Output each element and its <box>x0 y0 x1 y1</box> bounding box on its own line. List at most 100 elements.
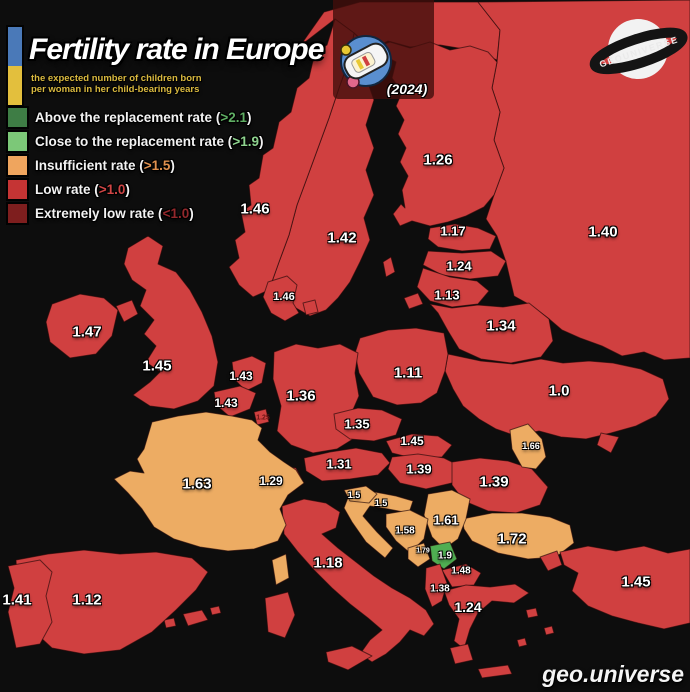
value-germany: 1.36 <box>286 387 316 405</box>
value-bosnia: 1.58 <box>395 525 415 537</box>
page-title: Fertility rate in Europe <box>29 33 324 66</box>
value-sweden: 1.42 <box>327 229 357 247</box>
value-italy: 1.18 <box>313 554 343 572</box>
island-ibiza <box>163 617 177 629</box>
value-czechia: 1.35 <box>344 416 370 432</box>
country-shape-lithuania <box>416 267 490 308</box>
country-shape-austria <box>303 447 391 482</box>
country-shape-greece <box>443 583 530 650</box>
pregnancy-test-icon <box>340 35 392 89</box>
value-france: 1.63 <box>182 475 212 493</box>
legend-item-low: Low rate (>1.0) <box>8 179 130 199</box>
value-hungary: 1.39 <box>406 461 432 477</box>
value-netherlands: 1.43 <box>229 369 253 383</box>
value-spain: 1.12 <box>72 591 102 609</box>
legend-item-above-replacement: Above the replacement rate (>2.1) <box>8 107 251 127</box>
value-kosovo: 1.9 <box>438 550 452 562</box>
legend-item-insufficient: Insufficient rate (>1.5) <box>8 155 175 175</box>
flag-blue-stripe <box>8 27 22 66</box>
legend-swatch-above-replacement <box>8 107 27 127</box>
subtitle-line-2: per woman in her child-bearing years <box>31 84 200 95</box>
geouniverse-logo: GEOUNIVERSE <box>589 19 688 79</box>
value-slovenia: 1.5 <box>347 490 361 500</box>
country-shape-turkey-european <box>539 550 563 572</box>
page-subtitle: the expected number of children born per… <box>31 73 202 95</box>
value-belgium: 1.43 <box>214 396 238 410</box>
country-shape-croatia <box>343 491 414 559</box>
subtitle-line-1: the expected number of children born <box>31 73 202 84</box>
value-moldova: 1.66 <box>522 441 540 451</box>
country-shape-netherlands <box>231 355 267 392</box>
value-united-kingdom: 1.45 <box>142 357 172 375</box>
legend-swatch-low <box>8 179 27 199</box>
value-poland: 1.11 <box>393 364 423 382</box>
island-aegean-3 <box>516 637 528 648</box>
legend-swatch-insufficient <box>8 155 27 175</box>
legend-item-extremely-low: Extremely low rate (<1.0) <box>8 203 194 223</box>
legend-item-close-replacement: Close to the replacement rate (>1.9) <box>8 131 263 151</box>
country-shape-slovenia <box>343 485 378 504</box>
flag-yellow-stripe <box>8 66 22 105</box>
value-estonia: 1.17 <box>440 223 466 239</box>
island-menorca <box>209 605 222 616</box>
legend-label-insufficient: Insufficient rate (>1.5) <box>35 157 175 173</box>
country-shape-italy <box>281 498 435 663</box>
country-shape-crimea <box>596 432 620 454</box>
value-serbia: 1.61 <box>433 512 459 528</box>
year-label: (2024) <box>386 81 428 97</box>
country-shape-france <box>113 411 305 552</box>
value-portugal: 1.41 <box>2 591 32 609</box>
country-shape-kosovo <box>429 541 458 570</box>
ukraine-flag-bar <box>8 27 22 105</box>
country-shape-latvia <box>422 250 507 280</box>
country-shape-czechia <box>333 407 403 442</box>
value-belarus: 1.34 <box>486 317 516 335</box>
country-shape-norway <box>228 18 355 298</box>
country-shape-portugal <box>7 559 53 649</box>
legend-label-low: Low rate (>1.0) <box>35 181 130 197</box>
country-shape-kaliningrad <box>403 292 424 310</box>
value-finland: 1.26 <box>423 151 453 169</box>
legend-swatch-extremely-low <box>8 203 27 223</box>
value-ireland: 1.47 <box>72 323 102 341</box>
legend-label-above-replacement: Above the replacement rate (>2.1) <box>35 109 252 125</box>
island-gotland <box>382 256 396 278</box>
country-shape-turkey <box>559 545 690 630</box>
value-latvia: 1.24 <box>446 258 472 274</box>
value-ukraine: 1.0 <box>548 382 570 400</box>
island-crete <box>477 664 513 679</box>
value-bulgaria: 1.72 <box>497 530 527 548</box>
value-slovakia: 1.45 <box>400 434 424 448</box>
island-aegean-2 <box>543 625 555 636</box>
country-shape-ireland <box>45 293 119 359</box>
legend-label-extremely-low: Extremely low rate (<1.0) <box>35 205 194 221</box>
island-aegean-1 <box>525 607 539 619</box>
country-shape-bulgaria <box>461 512 575 560</box>
value-lithuania: 1.13 <box>434 287 460 303</box>
country-shape-north-macedonia <box>441 563 482 588</box>
island-corsica <box>271 553 290 586</box>
island-zealand <box>302 299 319 316</box>
legend-label-close-replacement: Close to the replacement rate (>1.9) <box>35 133 264 149</box>
value-albania: 1.38 <box>430 583 450 595</box>
island-sicily <box>325 645 373 671</box>
value-norway: 1.46 <box>240 200 270 218</box>
country-shape-luxembourg <box>253 408 270 426</box>
country-shape-northern-ireland <box>115 299 139 323</box>
country-shape-belgium <box>213 385 257 418</box>
value-luxembourg: 1.25 <box>256 414 270 422</box>
country-shape-belarus <box>429 302 554 364</box>
value-romania: 1.39 <box>479 473 509 491</box>
country-shape-slovakia <box>385 433 453 460</box>
island-mallorca <box>182 609 209 627</box>
legend-swatch-close-replacement <box>8 131 27 151</box>
value-denmark: 1.46 <box>273 291 295 303</box>
value-croatia: 1.5 <box>374 498 388 508</box>
watermark: geo.universe <box>542 661 684 687</box>
country-shape-poland <box>354 327 449 406</box>
country-shape-denmark <box>262 275 300 322</box>
island-sardinia <box>264 591 296 639</box>
country-shape-ukraine <box>444 353 670 440</box>
value-greece: 1.24 <box>454 599 482 615</box>
